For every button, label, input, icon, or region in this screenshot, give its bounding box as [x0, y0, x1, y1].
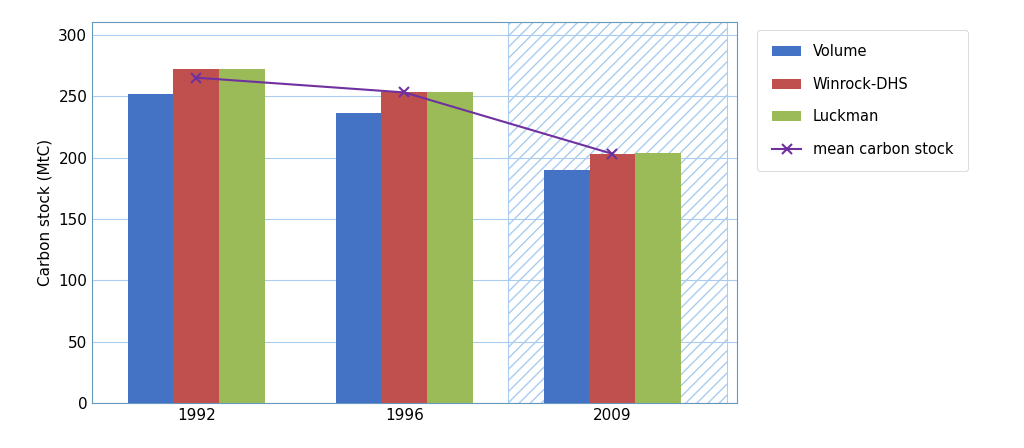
- Bar: [590, 154, 635, 403]
- Y-axis label: Carbon stock (MtC): Carbon stock (MtC): [38, 139, 53, 286]
- Bar: [381, 92, 427, 403]
- Bar: [219, 69, 265, 403]
- Bar: [544, 170, 590, 403]
- Bar: [336, 113, 381, 403]
- Bar: [128, 94, 173, 403]
- Legend: Volume, Winrock-DHS, Luckman, mean carbon stock: Volume, Winrock-DHS, Luckman, mean carbo…: [758, 30, 968, 171]
- Bar: [427, 92, 473, 403]
- Bar: [635, 153, 681, 403]
- Bar: [173, 69, 219, 403]
- Bar: [508, 22, 727, 403]
